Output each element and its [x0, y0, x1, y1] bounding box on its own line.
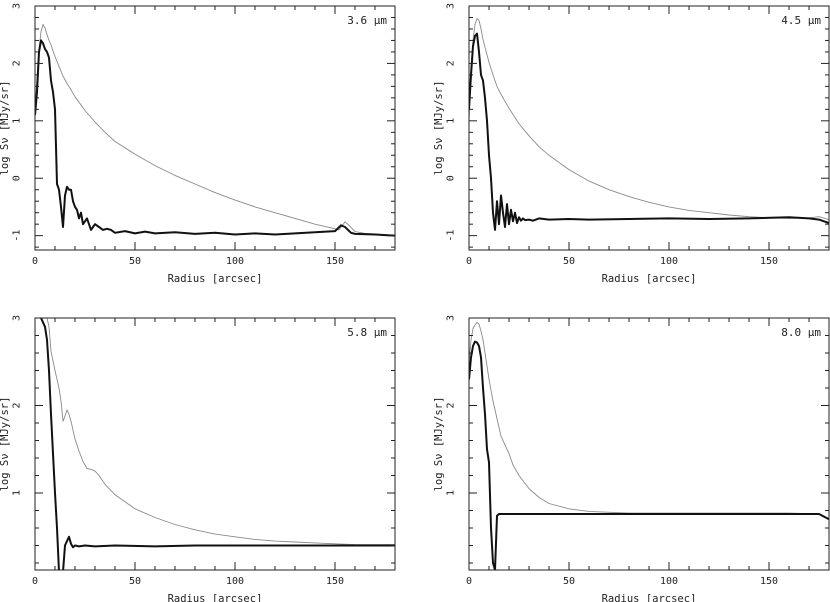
chart-2-xtick-label: 0 — [466, 256, 472, 267]
chart-4-xtick-label: 100 — [660, 576, 678, 587]
chart-1-xlabel: Radius [arcsec] — [168, 273, 263, 285]
chart-4-frame — [468, 317, 830, 571]
chart-3-ytick-label: 2 — [12, 402, 23, 408]
chart-4-band-label: 8.0 μm — [781, 326, 821, 339]
chart-1-frame — [34, 5, 396, 251]
chart-2-ytick-label: 1 — [446, 118, 457, 124]
chart-1-ytick-label: 2 — [12, 60, 23, 66]
chart-3-xtick-label: 50 — [129, 576, 141, 587]
chart-2-xtick-label: 150 — [760, 256, 778, 267]
chart-1-series-thick — [35, 39, 395, 237]
chart-4-ytick-label: 1 — [446, 490, 457, 496]
chart-2-ylabel: log Sν [MJy/sr] — [433, 81, 445, 176]
chart-3-band-label: 5.8 μm — [347, 326, 387, 339]
chart-2-ytick-label: -1 — [446, 230, 457, 242]
chart-2-band-label: 4.5 μm — [781, 14, 821, 27]
chart-3-xtick-label: 0 — [32, 576, 38, 587]
chart-4-xlabel: Radius [arcsec] — [602, 593, 697, 602]
chart-2-xlabel: Radius [arcsec] — [602, 273, 697, 285]
chart-3-ytick-label: 3 — [12, 315, 23, 321]
chart-4-xtick-label: 150 — [760, 576, 778, 587]
chart-4-ytick-label: 2 — [446, 402, 457, 408]
chart-1-xtick-label: 50 — [129, 256, 141, 267]
chart-2-xtick-label: 50 — [563, 256, 575, 267]
chart-1-ytick-label: 0 — [12, 175, 23, 181]
chart-3-xtick-label: 100 — [226, 576, 244, 587]
chart-2-ytick-label: 2 — [446, 60, 457, 66]
chart-3-ytick-label: 1 — [12, 490, 23, 496]
chart-2-ytick-label: 0 — [446, 175, 457, 181]
chart-4-xtick-label: 0 — [466, 576, 472, 587]
chart-1-xtick-label: 150 — [326, 256, 344, 267]
chart-3-series-thin — [46, 318, 395, 546]
chart-1-series-thin — [35, 23, 395, 237]
chart-1: 0 50 100 150 -1 0 1 2 3 Radius [arcsec] log Sν [MJ… — [0, 3, 396, 285]
chart-2-series-thin — [469, 18, 829, 221]
chart-4: 0 50 100 150 1 2 3 Radius [arcsec] log Sν [MJy/s… — [433, 315, 830, 602]
chart-1-xtick-label: 0 — [32, 256, 38, 267]
chart-4-series-thick — [469, 340, 829, 570]
chart-2-series-thick — [469, 32, 829, 231]
chart-1-ytick-label: 3 — [12, 3, 23, 9]
chart-1-band-label: 3.6 μm — [347, 14, 387, 27]
chart-1-xtick-label: 100 — [226, 256, 244, 267]
chart-2: 0 50 100 150 -1 0 1 2 3 Radius [arcsec] log Sν [MJ… — [433, 3, 830, 285]
chart-3-ylabel: log Sν [MJy/sr] — [0, 397, 11, 492]
chart-2-ytick-label: 3 — [446, 3, 457, 9]
chart-1-ytick-label: 1 — [12, 118, 23, 124]
chart-4-series-thin — [469, 321, 829, 520]
chart-3-frame — [34, 317, 396, 571]
chart-3-xtick-label: 150 — [326, 576, 344, 587]
chart-1-ylabel: log Sν [MJy/sr] — [0, 81, 11, 176]
chart-3-series-thick — [39, 318, 395, 570]
chart-4-ylabel: log Sν [MJy/sr] — [433, 397, 445, 492]
chart-3-xlabel: Radius [arcsec] — [168, 593, 263, 602]
chart-4-xtick-label: 50 — [563, 576, 575, 587]
chart-4-ytick-label: 3 — [446, 315, 457, 321]
chart-3: 0 50 100 150 1 2 3 Radius [arcsec] log Sν [MJy/s… — [0, 315, 396, 602]
chart-2-xtick-label: 100 — [660, 256, 678, 267]
chart-1-ytick-label: -1 — [12, 230, 23, 242]
